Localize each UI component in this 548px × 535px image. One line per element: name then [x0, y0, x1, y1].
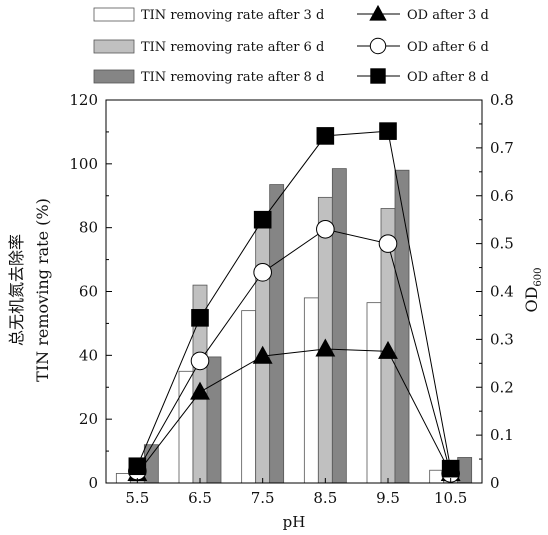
od-markers: [127, 122, 461, 483]
left-tick-label-120: 120: [69, 91, 98, 109]
od-point-1-9.5: [378, 340, 398, 359]
bar-groups: [115, 168, 473, 484]
y-axis-title-chinese: 总无机氮去除率: [7, 234, 26, 346]
legend-marker-od-2: [369, 37, 387, 55]
od-point-2-6.5: [190, 351, 210, 371]
right-tick-label-0.5: 0.5: [490, 235, 514, 253]
bar-3-5.5: [143, 444, 159, 484]
od-point-3-7.5: [253, 210, 272, 229]
od-point-1-8.5: [315, 338, 336, 357]
right-axis-title-main: OD: [522, 287, 541, 313]
od-point-3-5.5: [128, 457, 147, 476]
x-tick-label-10.5: 10.5: [434, 489, 467, 507]
left-tick-label-20: 20: [79, 410, 98, 428]
od-line-1: [136, 348, 452, 474]
left-tick-label-0: 0: [88, 474, 98, 492]
bar-1-8.5: [303, 297, 319, 484]
legend: TIN removing rate after 3 d TIN removing …: [93, 4, 489, 85]
right-axis: 0 0.1 0.2 0.3 0.4 0.5 0.6 0.7 0.8: [476, 91, 514, 492]
x-axis: 5.5 6.5 7.5 8.5 9.5 10.5: [125, 478, 467, 507]
left-tick-label-80: 80: [79, 219, 98, 237]
y-axis-title: TIN removing rate (%): [33, 198, 52, 382]
legend-label-od-2: OD after 6 d: [407, 40, 489, 55]
x-tick-label-8.5: 8.5: [313, 489, 337, 507]
right-axis-title-subscript: 600: [533, 267, 544, 286]
od-point-2-9.5: [378, 234, 398, 253]
od-point-3-10.5: [441, 459, 460, 478]
legend-label-bar-3: TIN removing rate after 8 d: [141, 70, 324, 85]
legend-marker-od-1: [369, 4, 387, 21]
od-line-3: [136, 130, 452, 469]
legend-label-od-3: OD after 8 d: [407, 70, 489, 85]
right-tick-label-0: 0: [490, 474, 500, 492]
bar-1-7.5: [241, 310, 257, 484]
right-tick-label-0.8: 0.8: [490, 91, 514, 109]
bar-3-9.5: [394, 169, 410, 484]
right-tick-label-0.1: 0.1: [490, 426, 514, 444]
legend-swatch-bar-3: [93, 69, 135, 84]
right-tick-label-0.4: 0.4: [490, 283, 514, 301]
x-tick-label-9.5: 9.5: [376, 489, 400, 507]
right-tick-label-0.3: 0.3: [490, 330, 514, 348]
x-tick-label-6.5: 6.5: [188, 489, 212, 507]
bar-3-8.5: [331, 168, 347, 484]
bar-1-5.5: [115, 473, 131, 484]
od-point-1-6.5: [190, 381, 210, 400]
left-tick-label-40: 40: [79, 346, 98, 364]
right-tick-label-0.6: 0.6: [490, 187, 514, 205]
od-point-3-8.5: [316, 127, 335, 145]
od-point-2-8.5: [316, 219, 335, 239]
bar-1-9.5: [366, 302, 382, 484]
right-axis-title: OD600: [522, 267, 544, 312]
x-tick-label-5.5: 5.5: [125, 489, 149, 507]
bar-1-6.5: [178, 370, 194, 484]
x-tick-label-7.5: 7.5: [251, 489, 275, 507]
legend-swatch-bar-1: [93, 7, 135, 22]
left-tick-label-100: 100: [69, 155, 98, 173]
od-point-1-7.5: [252, 345, 273, 364]
od-point-2-7.5: [253, 263, 272, 282]
right-tick-label-0.7: 0.7: [490, 139, 514, 157]
left-axis: 0 20 40 60 80 100 120: [69, 91, 112, 492]
od-line-2: [136, 228, 452, 474]
left-tick-label-60: 60: [79, 283, 98, 301]
bar-3-6.5: [206, 356, 222, 484]
legend-label-od-1: OD after 3 d: [407, 8, 489, 23]
od-point-3-6.5: [191, 309, 209, 327]
od-lines: [136, 130, 452, 474]
x-axis-title: pH: [283, 513, 306, 531]
legend-label-bar-2: TIN removing rate after 6 d: [141, 40, 324, 55]
od-point-3-9.5: [379, 122, 397, 140]
bar-3-7.5: [269, 184, 285, 484]
legend-swatch-bar-2: [93, 39, 135, 54]
legend-label-bar-1: TIN removing rate after 3 d: [141, 8, 324, 23]
right-tick-label-0.2: 0.2: [490, 378, 514, 396]
bar-3-10.5: [457, 457, 473, 484]
legend-marker-od-3: [370, 68, 386, 84]
